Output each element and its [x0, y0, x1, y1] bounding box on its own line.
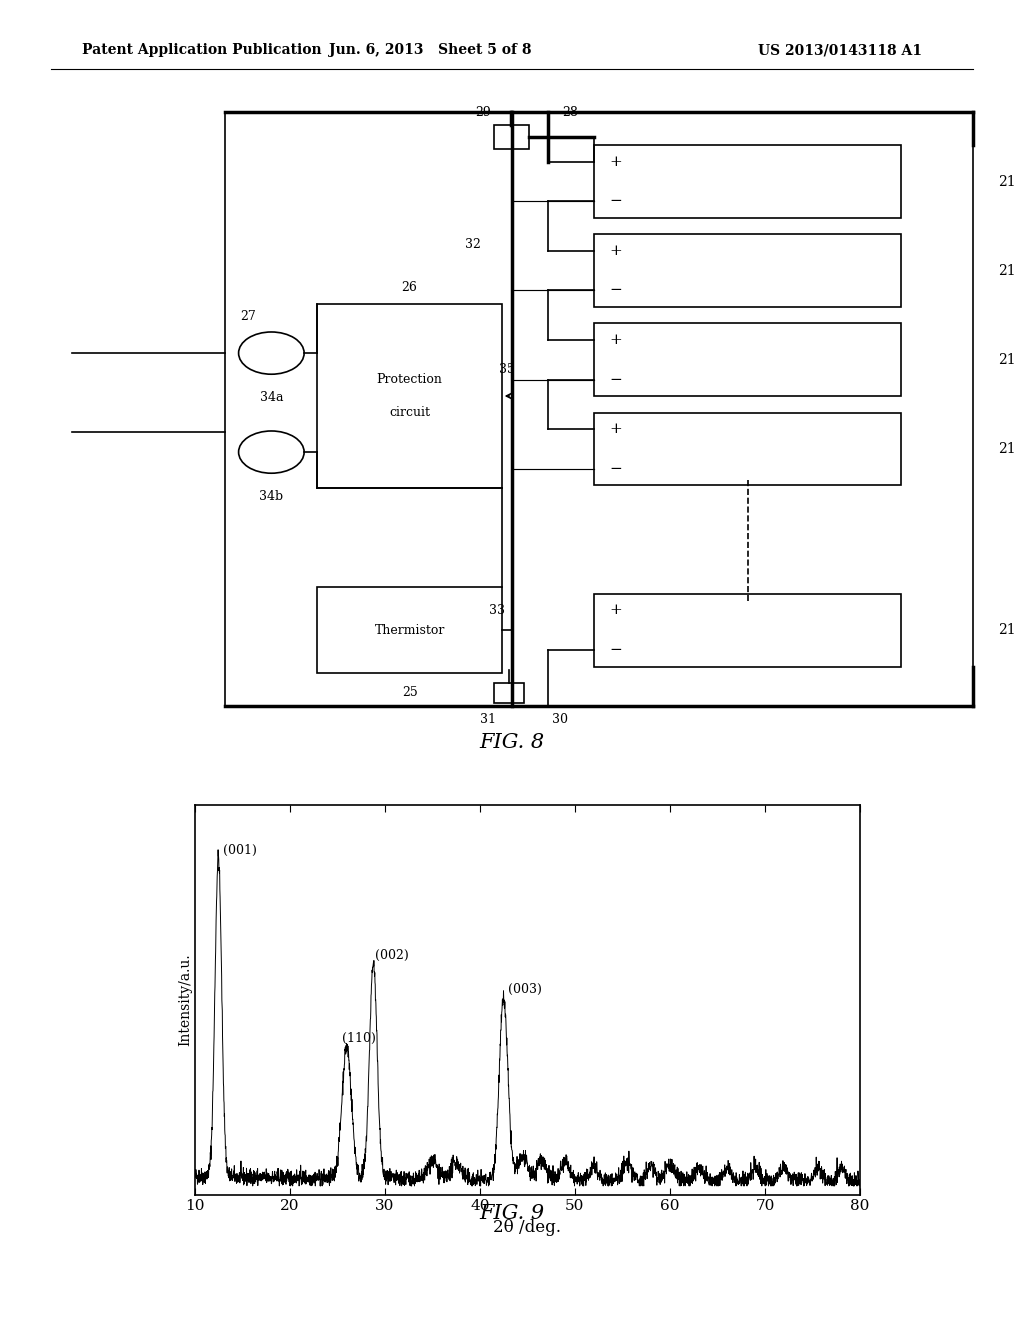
- Text: 28: 28: [562, 106, 579, 119]
- Text: 34a: 34a: [260, 391, 283, 404]
- Text: 21: 21: [998, 352, 1016, 367]
- Bar: [594, 323, 901, 396]
- Text: 26: 26: [401, 281, 418, 293]
- Text: 30: 30: [552, 713, 568, 726]
- Text: US 2013/0143118 A1: US 2013/0143118 A1: [758, 44, 922, 57]
- Text: −: −: [609, 643, 622, 657]
- Text: −: −: [609, 194, 622, 209]
- Text: 21: 21: [998, 174, 1016, 189]
- Text: −: −: [609, 284, 622, 297]
- Text: −: −: [609, 462, 622, 475]
- Text: +: +: [609, 422, 622, 436]
- Text: Thermistor: Thermistor: [375, 624, 444, 636]
- Text: 33: 33: [488, 603, 505, 616]
- Text: +: +: [609, 333, 622, 347]
- Text: 21: 21: [998, 264, 1016, 277]
- Text: 21: 21: [998, 442, 1016, 455]
- Bar: [494, 684, 524, 704]
- Text: +: +: [609, 244, 622, 257]
- Text: 35: 35: [499, 363, 515, 376]
- Bar: [317, 587, 502, 673]
- Text: 31: 31: [480, 713, 497, 726]
- Text: Patent Application Publication: Patent Application Publication: [82, 44, 322, 57]
- Text: +: +: [609, 154, 622, 169]
- Text: FIG. 8: FIG. 8: [479, 733, 545, 751]
- Text: −: −: [609, 372, 622, 387]
- Text: (003): (003): [508, 983, 543, 997]
- Text: 21: 21: [998, 623, 1016, 638]
- Text: 34b: 34b: [259, 490, 284, 503]
- Text: (002): (002): [375, 949, 409, 962]
- Text: Jun. 6, 2013   Sheet 5 of 8: Jun. 6, 2013 Sheet 5 of 8: [329, 44, 531, 57]
- Text: 25: 25: [401, 686, 418, 700]
- Text: (001): (001): [223, 845, 257, 858]
- Bar: [594, 412, 901, 486]
- Text: 27: 27: [241, 310, 256, 323]
- Bar: [225, 112, 973, 706]
- Text: 32: 32: [465, 238, 481, 251]
- Text: Protection: Protection: [377, 374, 442, 385]
- Text: (110): (110): [342, 1032, 376, 1045]
- X-axis label: 2θ /deg.: 2θ /deg.: [494, 1218, 561, 1236]
- Text: +: +: [609, 603, 622, 618]
- Bar: [594, 145, 901, 218]
- Bar: [594, 235, 901, 308]
- Y-axis label: Intensity/a.u.: Intensity/a.u.: [178, 953, 191, 1047]
- Text: circuit: circuit: [389, 407, 430, 418]
- Bar: [317, 304, 502, 488]
- Text: FIG. 9: FIG. 9: [479, 1204, 545, 1222]
- Bar: [594, 594, 901, 667]
- Bar: [494, 125, 529, 149]
- Text: 29: 29: [475, 106, 492, 119]
